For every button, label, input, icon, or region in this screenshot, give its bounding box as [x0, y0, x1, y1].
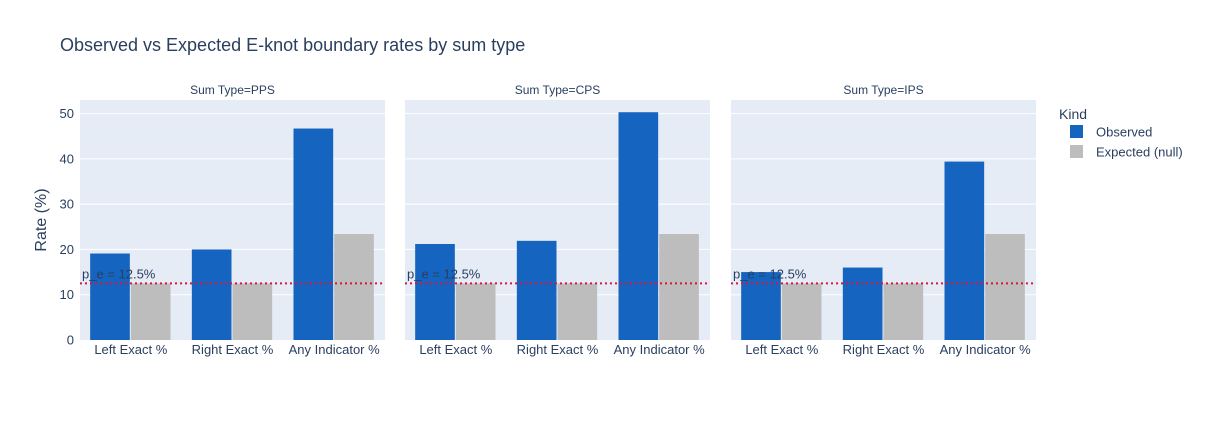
- y-tick-label: 20: [60, 242, 74, 257]
- bar: [191, 249, 232, 340]
- legend: Observed Expected (null): [1070, 125, 1183, 160]
- bar: [415, 244, 455, 340]
- reference-line-label: p_e = 12.5%: [733, 266, 807, 281]
- facet-title: Sum Type=CPS: [515, 83, 601, 97]
- x-tick-label: Left Exact %: [745, 342, 818, 357]
- plot-area: 0 10 20 30 40 50 Sum Type=PPS Left Exact % Right…: [60, 83, 1036, 357]
- reference-line-label: p_e = 12.5%: [407, 266, 481, 281]
- facet-title: Sum Type=PPS: [190, 83, 275, 97]
- bar: [334, 234, 374, 340]
- x-tick-label: Right Exact %: [517, 342, 599, 357]
- x-tick-label: Left Exact %: [94, 342, 167, 357]
- bar: [293, 128, 334, 340]
- bar: [659, 234, 699, 340]
- y-tick-label: 0: [67, 333, 74, 348]
- y-axis-label: Rate (%): [33, 188, 50, 251]
- bar: [781, 283, 822, 340]
- legend-swatch: [1070, 145, 1083, 158]
- bar: [842, 267, 883, 340]
- reference-line-label: p_e = 12.5%: [82, 266, 156, 281]
- x-tick-label: Right Exact %: [843, 342, 925, 357]
- chart-title: Observed vs Expected E-knot boundary rat…: [60, 35, 525, 55]
- bar: [883, 283, 924, 340]
- x-tick-label: Left Exact %: [419, 342, 492, 357]
- legend-entry-label: Expected (null): [1096, 145, 1183, 160]
- facet-panel: 0 10 20 30 40 50 Sum Type=PPS Left Exact % Right…: [60, 83, 385, 357]
- y-tick-label: 30: [60, 197, 74, 212]
- facet-panel: Sum Type=CPS Left Exact % Right Exact % Any…: [405, 83, 710, 357]
- bar: [232, 283, 273, 340]
- bar: [516, 240, 557, 340]
- facet-title: Sum Type=IPS: [843, 83, 923, 97]
- bar: [130, 283, 171, 340]
- bar: [455, 283, 496, 340]
- x-tick-label: Any Indicator %: [940, 342, 1031, 357]
- y-tick-label: 10: [60, 287, 74, 302]
- legend-entry-label: Observed: [1096, 125, 1152, 140]
- y-tick-label: 50: [60, 106, 74, 121]
- y-tick-label: 40: [60, 151, 74, 166]
- x-tick-label: Any Indicator %: [614, 342, 705, 357]
- legend-swatch: [1070, 125, 1083, 138]
- x-tick-label: Any Indicator %: [289, 342, 380, 357]
- legend-title: Kind: [1059, 106, 1087, 122]
- bar: [618, 112, 659, 341]
- x-tick-label: Right Exact %: [192, 342, 274, 357]
- facet-panel: Sum Type=IPS Left Exact % Right Exact % Any…: [731, 83, 1036, 357]
- bar: [557, 283, 598, 340]
- bar: [741, 272, 781, 340]
- bar: [90, 253, 130, 340]
- bar: [944, 161, 985, 340]
- bar: [985, 234, 1025, 340]
